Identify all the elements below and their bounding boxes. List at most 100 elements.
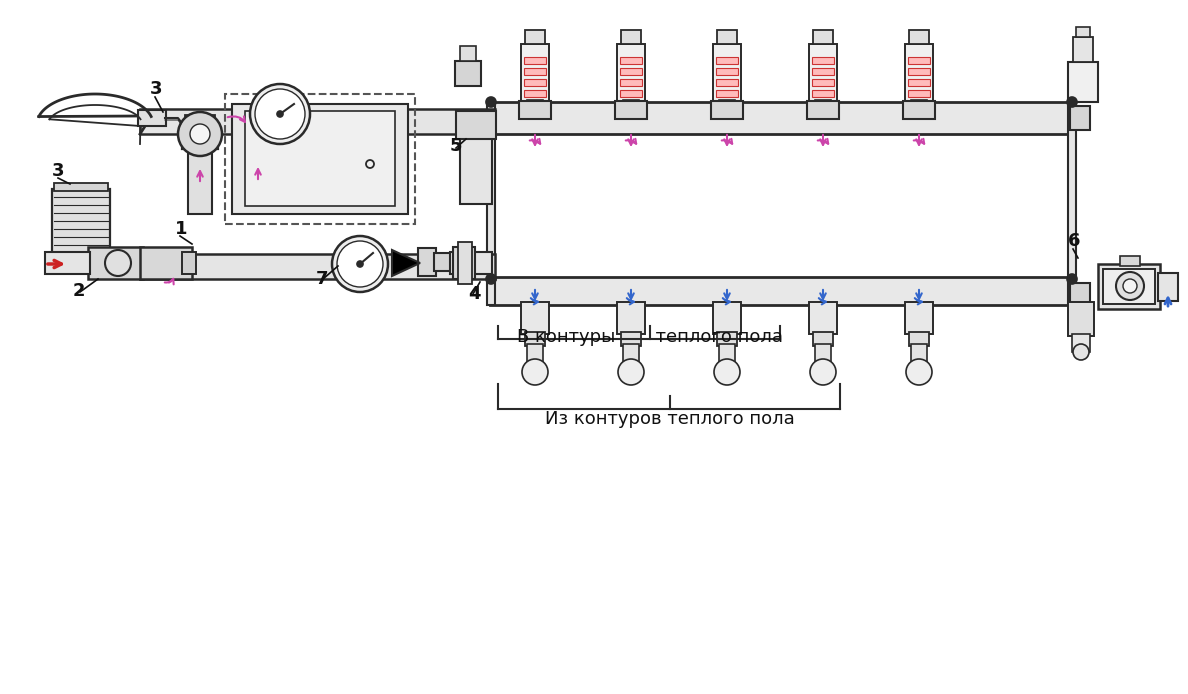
Bar [434,253,451,271]
Bar [908,79,930,86]
Bar [489,277,1070,305]
Circle shape [906,359,933,385]
Bar [56,260,106,270]
Bar [459,242,472,284]
Bar [716,57,738,64]
Circle shape [105,250,131,276]
Bar [1070,106,1091,130]
Bar [1073,37,1093,62]
Bar [620,57,642,64]
Bar [45,252,90,274]
Bar [182,252,196,274]
Bar [911,344,927,362]
Bar [460,124,492,204]
Text: 1: 1 [175,220,188,238]
Circle shape [337,241,383,287]
Text: 2: 2 [72,282,86,300]
Circle shape [178,112,222,156]
Bar [232,104,407,214]
Bar [88,247,143,279]
Bar [813,57,834,64]
Bar [487,102,495,305]
Bar [522,302,549,334]
Bar [1068,62,1098,102]
Bar [182,129,219,149]
Bar [815,100,830,106]
Text: 7: 7 [316,270,329,288]
Bar [905,302,933,334]
Circle shape [1123,279,1137,293]
Bar [140,109,495,134]
Text: 5: 5 [450,137,462,155]
Bar [519,101,551,119]
Text: 4: 4 [468,285,480,303]
Bar [52,189,110,264]
Circle shape [1067,97,1078,107]
Bar [615,101,647,119]
Bar [813,30,833,44]
Circle shape [331,236,388,292]
Bar [525,332,545,346]
Circle shape [486,97,497,107]
Bar [718,332,737,346]
Circle shape [1073,344,1089,360]
Bar [911,100,927,106]
Bar [524,79,546,86]
Circle shape [1116,272,1144,300]
Bar [813,90,834,97]
Bar [813,68,834,75]
Bar [719,100,735,106]
Bar [527,344,543,362]
Bar [522,44,549,102]
Bar [620,90,642,97]
Circle shape [486,274,497,284]
Bar [716,79,738,86]
Bar [225,94,415,224]
Bar [53,183,108,191]
Text: 3: 3 [52,162,64,180]
Bar [1076,27,1091,37]
Bar [623,344,639,362]
Bar [905,44,933,102]
Bar [1158,273,1178,301]
Bar [460,46,476,61]
Bar [716,68,738,75]
Bar [245,111,394,206]
Bar [908,57,930,64]
Bar [719,344,735,362]
Bar [716,90,738,97]
Circle shape [249,84,310,144]
Text: В контуры       теплого пола: В контуры теплого пола [517,328,783,346]
Bar [455,61,481,86]
Text: Из контуров теплого пола: Из контуров теплого пола [545,410,795,428]
Polygon shape [392,250,421,276]
Bar [908,90,930,97]
Bar [524,68,546,75]
Bar [1098,264,1159,309]
Bar [140,254,495,279]
Bar [718,30,737,44]
Bar [1102,269,1155,304]
Bar [450,252,492,274]
Circle shape [190,124,210,144]
Bar [813,332,833,346]
Bar [710,101,742,119]
Bar [1072,334,1091,352]
Bar [617,44,645,102]
Text: 6: 6 [1068,232,1081,250]
Bar [815,344,830,362]
Circle shape [522,359,548,385]
Bar [908,68,930,75]
Circle shape [255,89,305,139]
Bar [909,30,929,44]
Circle shape [358,261,364,267]
Bar [140,247,192,279]
Bar [524,57,546,64]
Bar [617,302,645,334]
Bar [1068,102,1076,305]
Bar [453,247,475,279]
Bar [456,111,497,139]
Bar [623,100,639,106]
Bar [713,302,741,334]
Bar [188,130,211,214]
